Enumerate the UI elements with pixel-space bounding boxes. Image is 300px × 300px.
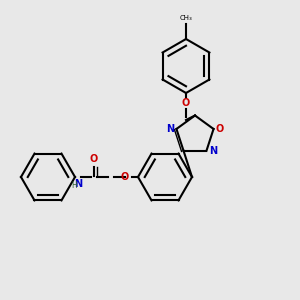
Text: O: O: [216, 124, 224, 134]
Text: N: N: [209, 146, 217, 156]
Text: CH₃: CH₃: [180, 15, 192, 21]
Text: N: N: [74, 179, 82, 189]
Text: H: H: [71, 182, 77, 190]
Text: O: O: [90, 154, 98, 164]
Text: N: N: [166, 124, 174, 134]
Text: O: O: [120, 172, 128, 182]
Text: O: O: [182, 98, 190, 109]
